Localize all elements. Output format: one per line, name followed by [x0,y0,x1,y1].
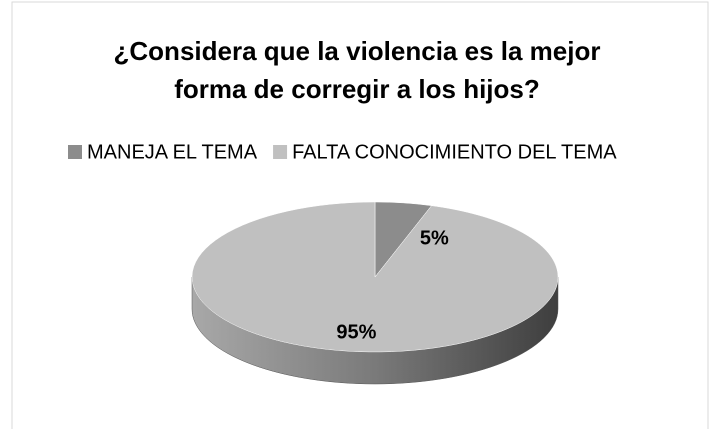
legend-swatch [273,145,288,159]
legend-label: FALTA CONOCIMIENTO DEL TEMA [292,141,617,163]
data-label: 5% [420,227,449,249]
legend-swatch [68,145,82,159]
chart-title: ¿Considera que la violencia es la mejor … [113,36,601,104]
chart-border [11,1,709,429]
pie-slice [191,201,559,353]
legend-label: MANEJA EL TEMA [87,141,258,163]
data-label: 95% [336,321,376,343]
